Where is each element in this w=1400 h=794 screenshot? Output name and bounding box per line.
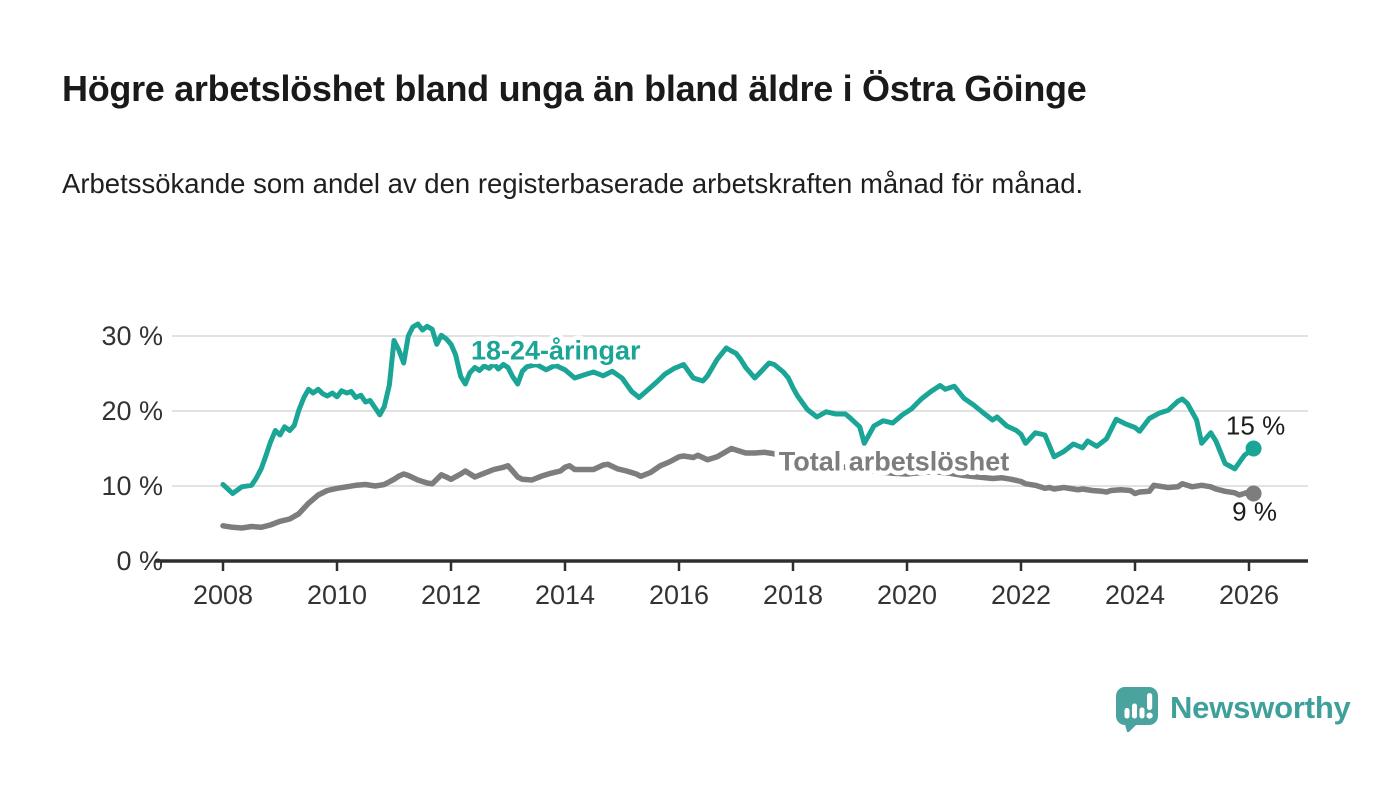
- chart-subtitle: Arbetssökande som andel av den registerb…: [62, 168, 1084, 199]
- y-tick-label: 20 %: [101, 396, 163, 426]
- y-tick-label: 10 %: [101, 471, 163, 501]
- bar-chart-glyph: [1124, 693, 1153, 719]
- x-tick-label: 2016: [649, 580, 709, 610]
- x-tick-label: 2018: [763, 580, 823, 610]
- series-line-total: [220, 445, 1257, 531]
- x-tick-label: 2022: [991, 580, 1051, 610]
- y-tick-label: 30 %: [101, 321, 163, 351]
- series-end-dot-young: [1245, 440, 1262, 457]
- x-tick-label: 2010: [307, 580, 367, 610]
- series-end-value-young: 15 %: [1226, 411, 1285, 441]
- x-tick-label: 2024: [1105, 580, 1165, 610]
- brand-footer: Newsworthy: [1113, 684, 1351, 732]
- series-end-value-total: 9 %: [1232, 497, 1277, 527]
- x-tick-label: 2020: [877, 580, 937, 610]
- x-tick-label: 2026: [1219, 580, 1279, 610]
- x-tick-label: 2008: [193, 580, 253, 610]
- x-tick-label: 2012: [421, 580, 481, 610]
- series-line-young: [220, 321, 1257, 496]
- series-label-young: 18-24-åringar: [471, 335, 641, 365]
- newsworthy-logo-icon: [1116, 687, 1158, 732]
- x-tick-label: 2014: [535, 580, 595, 610]
- series-end-dot-total: [1245, 485, 1262, 502]
- page-title: Högre arbetslöshet bland unga än bland ä…: [62, 68, 1087, 109]
- series-label-total: Total arbetslöshet: [779, 446, 1010, 476]
- brand-name: Newsworthy: [1170, 690, 1351, 725]
